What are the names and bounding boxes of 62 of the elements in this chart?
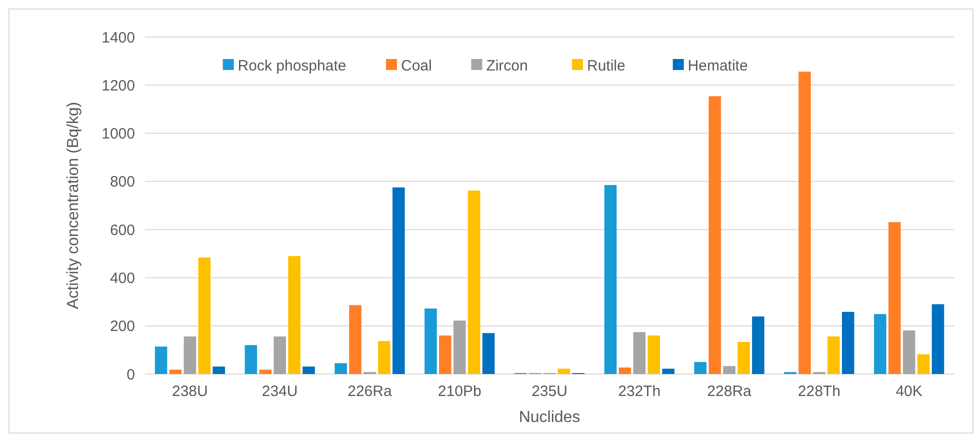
y-tick-label: 400 [110,270,135,287]
legend-label: Coal [401,57,432,74]
legend-label: Zircon [486,57,528,74]
x-tick-label: 238U [172,383,208,400]
bar [424,308,437,374]
x-tick-label: 40K [896,383,922,400]
bar [618,368,632,374]
bar [468,190,480,374]
bar [392,187,405,374]
bar [169,370,182,374]
bar [798,72,811,374]
bar [842,312,854,374]
bar [439,335,452,374]
bar [902,330,916,374]
bar [198,257,211,374]
bar [274,336,286,374]
y-tick-label: 800 [110,174,135,191]
bar [648,335,660,374]
bar [694,362,707,374]
bar [633,332,646,374]
bar [288,256,300,374]
y-axis-title: Activity concentration (Bq/kg) [65,102,82,310]
x-tick-label: 235U [532,383,568,400]
x-tick-label: 234U [262,383,298,400]
bar [708,96,721,374]
bar [604,185,617,374]
x-tick-label: 210Pb [438,383,482,400]
bar [154,346,168,374]
y-tick-label: 1000 [102,126,135,143]
bar [827,336,840,374]
bar [482,333,495,374]
y-tick-label: 600 [110,222,135,239]
legend-label: Hematite [688,57,748,74]
bar [917,354,930,374]
x-tick-label: 228Th [798,383,840,400]
bar [184,336,196,374]
x-tick-label: 228Ra [707,383,752,400]
bar [453,320,466,374]
bar [874,314,886,374]
bar [738,342,750,374]
x-tick-label: 232Th [618,383,661,400]
bar [723,366,736,374]
bar [259,370,272,374]
bar [212,366,225,374]
bar [932,304,944,374]
x-tick-label: 226Ra [348,383,392,400]
legend-label: Rutile [587,57,626,74]
bar [349,305,362,374]
bar [558,368,570,374]
bar [888,222,901,374]
y-tick-label: 200 [110,318,135,336]
bar [244,345,258,374]
y-tick-label: 1200 [102,77,135,94]
bar [334,363,347,374]
y-tick-label: 1400 [102,29,135,46]
y-tick-label: 0 [126,366,135,384]
legend-label: Rock phosphate [238,57,346,74]
x-axis-title: Nuclides [518,409,580,426]
bar [752,316,764,374]
bar [662,368,674,374]
bar [302,366,315,374]
bar [378,341,390,374]
